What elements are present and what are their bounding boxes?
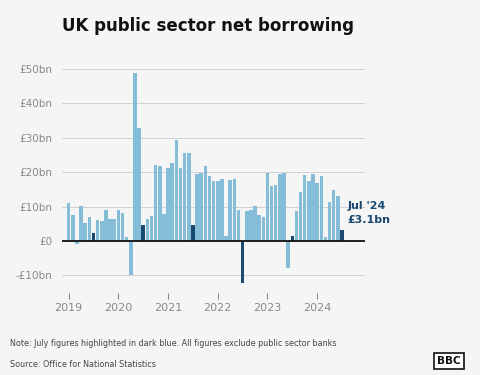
Bar: [175, 140, 178, 241]
Bar: [220, 179, 224, 241]
Bar: [145, 219, 149, 241]
Bar: [216, 181, 219, 241]
Bar: [75, 241, 79, 244]
Bar: [232, 179, 236, 241]
Bar: [274, 184, 277, 241]
Bar: [270, 186, 273, 241]
Bar: [120, 213, 124, 241]
Bar: [92, 233, 95, 241]
Bar: [117, 210, 120, 241]
Bar: [170, 163, 174, 241]
Bar: [183, 153, 186, 241]
Text: UK public sector net borrowing: UK public sector net borrowing: [62, 17, 354, 35]
Bar: [311, 174, 315, 241]
Bar: [282, 172, 286, 241]
Bar: [328, 202, 331, 241]
Bar: [212, 181, 216, 241]
Bar: [166, 168, 170, 241]
Bar: [191, 225, 195, 241]
Text: Note: July figures highlighted in dark blue. All figures exclude public sector b: Note: July figures highlighted in dark b…: [10, 339, 336, 348]
Bar: [125, 237, 128, 241]
Bar: [96, 220, 99, 241]
Bar: [324, 237, 327, 241]
Bar: [87, 216, 91, 241]
Bar: [199, 173, 203, 241]
Bar: [332, 190, 336, 241]
Bar: [307, 181, 311, 241]
Bar: [262, 217, 265, 241]
Bar: [299, 192, 302, 241]
Bar: [237, 210, 240, 241]
Bar: [241, 241, 244, 283]
Bar: [108, 219, 112, 241]
Bar: [133, 72, 137, 241]
Text: Jul '24: Jul '24: [348, 201, 386, 211]
Bar: [67, 203, 71, 241]
Bar: [112, 219, 116, 241]
Bar: [253, 206, 257, 241]
Bar: [228, 180, 232, 241]
Bar: [129, 241, 132, 274]
Text: £3.1bn: £3.1bn: [348, 215, 390, 225]
Bar: [100, 221, 104, 241]
Bar: [257, 215, 261, 241]
Bar: [162, 214, 166, 241]
Bar: [290, 237, 294, 241]
Bar: [224, 236, 228, 241]
Bar: [287, 241, 290, 268]
Bar: [137, 128, 141, 241]
Bar: [245, 211, 249, 241]
Bar: [295, 211, 298, 241]
Bar: [150, 216, 153, 241]
Bar: [195, 174, 199, 241]
Bar: [71, 215, 74, 241]
Bar: [179, 168, 182, 241]
Text: BBC: BBC: [437, 356, 461, 366]
Bar: [340, 230, 344, 241]
Bar: [303, 175, 307, 241]
Bar: [142, 225, 145, 241]
Bar: [84, 224, 87, 241]
Bar: [315, 183, 319, 241]
Bar: [79, 206, 83, 241]
Bar: [154, 165, 157, 241]
Bar: [187, 153, 191, 241]
Bar: [204, 166, 207, 241]
Text: Source: Office for National Statistics: Source: Office for National Statistics: [10, 360, 156, 369]
Bar: [208, 176, 211, 241]
Bar: [336, 196, 340, 241]
Bar: [249, 210, 252, 241]
Bar: [104, 210, 108, 241]
Bar: [320, 176, 323, 241]
Bar: [266, 173, 269, 241]
Bar: [278, 174, 282, 241]
Bar: [158, 166, 161, 241]
